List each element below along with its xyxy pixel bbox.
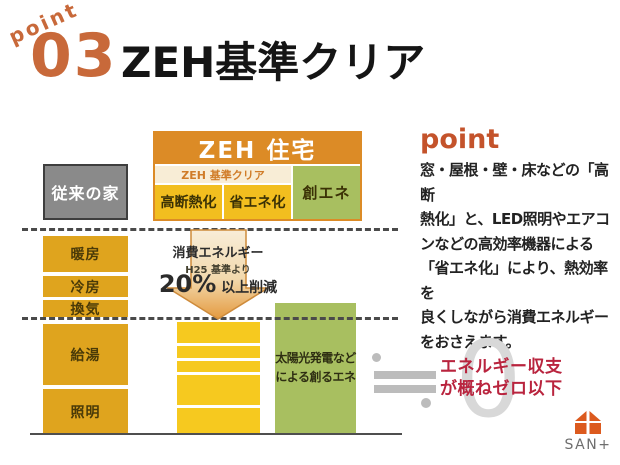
approx-equals-icon	[374, 385, 436, 393]
conventional-house-box: 従来の家	[43, 164, 128, 220]
arrow-text-standard: H25 基準より	[185, 265, 251, 276]
energy-bar-ventilation: 換気	[43, 300, 128, 318]
reduction-suffix: 以上削減	[216, 280, 278, 296]
zeh-standard-badge: ZEH 基準クリア	[155, 166, 291, 183]
point-number: 03	[30, 21, 118, 91]
cell-energy-saving: 省エネ化	[224, 185, 291, 219]
energy-balance-text: エネルギー収支 が概ねゼロ以下	[440, 357, 563, 399]
point-body-text: 窓・屋根・壁・床などの「高断 熱化」と、LED照明やエアコ ンなどの高効率機器に…	[420, 161, 610, 351]
dashed-line-lower	[22, 317, 398, 320]
zeh-house-block: ZEH 住宅 ZEH 基準クリア 高断熱化 省エネ化 創エネ	[153, 131, 362, 221]
approx-equals-icon	[421, 398, 431, 408]
page-title: ZEH基準クリア	[121, 38, 426, 87]
energy-bar-cooling: 冷房	[43, 276, 128, 297]
solar-energy-box	[275, 303, 356, 434]
arrow-text-consumption: 消費エネルギー	[172, 246, 264, 261]
cell-energy-creation: 創エネ	[293, 166, 360, 219]
zeh-house-cells: ZEH 基準クリア 高断熱化 省エネ化 創エネ	[155, 164, 360, 219]
approx-equals-icon	[374, 371, 436, 379]
energy-bar-heating: 暖房	[43, 236, 128, 272]
point-heading: point	[420, 124, 500, 155]
approx-equals-icon	[372, 353, 381, 362]
arrow-text-reduction: 20% 以上削減	[145, 270, 291, 298]
reduced-energy-segment	[177, 408, 260, 434]
zero-watermark: 0	[455, 319, 522, 441]
reduced-energy-segment	[177, 322, 260, 343]
energy-bar-lighting: 照明	[43, 389, 128, 434]
energy-bar-hot-water: 給湯	[43, 324, 128, 385]
baseline	[30, 433, 402, 435]
reduction-percent: 20%	[158, 270, 217, 298]
reduced-energy-segment	[177, 361, 260, 372]
reduced-energy-segment	[177, 346, 260, 358]
brand-name: SAN+	[564, 437, 612, 453]
house-icon	[575, 411, 601, 434]
cell-high-insulation: 高断熱化	[155, 185, 222, 219]
down-arrow-icon	[165, 229, 271, 320]
zeh-house-header: ZEH 住宅	[198, 137, 317, 164]
solar-energy-label: 太陽光発電など による創るエネ	[275, 351, 356, 384]
reduced-energy-segment	[177, 375, 260, 405]
